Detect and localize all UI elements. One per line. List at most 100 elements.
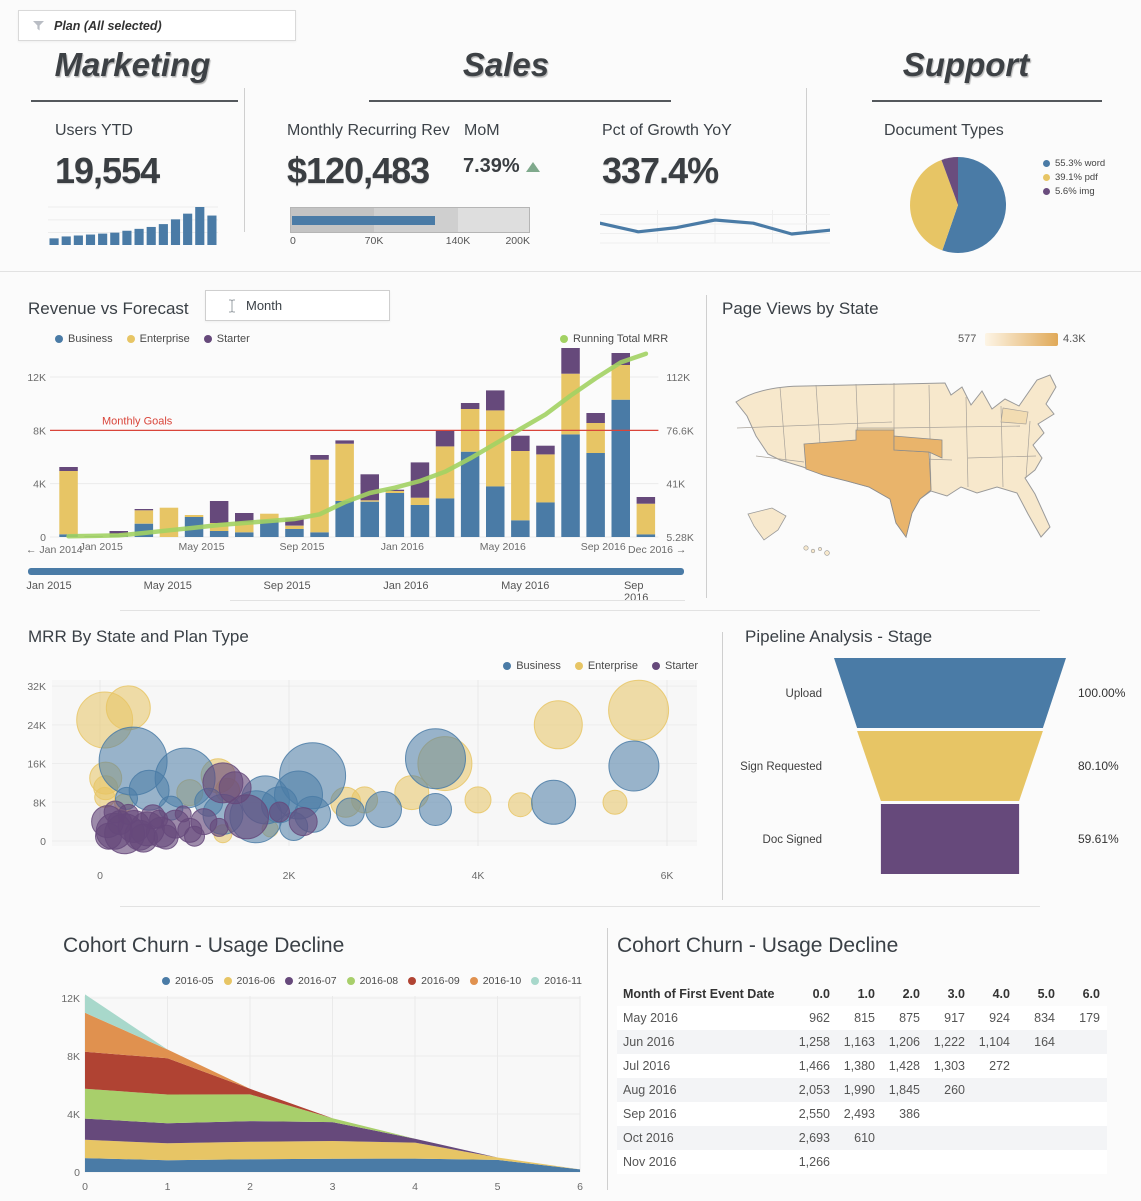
mrr-bubble-chart[interactable]: 32K 24K 16K 8K 0 0 2K 4K 6K <box>24 672 704 887</box>
legend-item[interactable]: Enterprise <box>574 660 638 672</box>
running-total-line <box>66 351 649 539</box>
cohort-area-chart[interactable]: 12K 8K 4K 00 1 2 3 4 5 6 <box>40 990 600 1195</box>
cohort-area-layer <box>85 1158 580 1172</box>
cohort-table-row: Sep 2016 2,550 2,493 386 <box>617 1102 1107 1126</box>
spark-bar <box>158 224 168 245</box>
revenue-bar-segment <box>536 454 555 503</box>
legend-item[interactable]: 39.1% pdf <box>1043 172 1105 183</box>
bubble <box>288 807 318 837</box>
revenue-bar-segment <box>486 410 505 487</box>
growth-line-sparkline[interactable] <box>600 205 830 245</box>
pipeline-funnel-chart[interactable]: Upload 100.00% Sign Requested 80.10% Doc Sig… <box>720 652 1141 892</box>
cohort-legend: 2016-05 2016-06 2016-07 2016-08 2016-09 2016-… <box>150 975 582 987</box>
legend-item[interactable]: 2016-05 <box>161 975 214 987</box>
revenue-bar-segment <box>611 365 630 400</box>
legend-dot <box>469 977 478 985</box>
legend-label: 2016-06 <box>236 975 276 987</box>
funnel-stage-label: Upload <box>786 688 822 700</box>
header-cell: 4.0 <box>992 987 1010 1001</box>
svg-text:5: 5 <box>495 1181 501 1193</box>
alaska[interactable] <box>747 507 787 541</box>
revenue-bar-segment <box>460 403 480 409</box>
users-ytd-bar-sparkline[interactable] <box>48 203 218 247</box>
svg-text:May 2016: May 2016 <box>480 541 526 553</box>
legend-item[interactable]: Running Total MRR <box>560 333 668 345</box>
legend-item[interactable]: Enterprise <box>126 333 190 345</box>
bubble <box>508 792 533 818</box>
revenue-bar-segment <box>310 455 329 460</box>
text-cursor-icon <box>229 299 235 312</box>
legend-item[interactable]: Starter <box>203 333 250 345</box>
cohort-area-layer <box>85 1118 580 1170</box>
section-title-support: Support <box>902 46 1030 83</box>
revenue-bar-segment <box>636 497 656 504</box>
bubble <box>419 793 452 826</box>
revenue-bar-segment <box>134 510 154 524</box>
legend-item[interactable]: Business <box>503 660 561 672</box>
legend-item[interactable]: 55.3% word <box>1043 158 1105 169</box>
legend-item[interactable]: Starter <box>651 660 698 672</box>
svg-text:6K: 6K <box>661 870 674 882</box>
month-filter[interactable]: Month <box>205 290 390 321</box>
table-cell: 917 <box>944 1011 965 1025</box>
svg-text:0: 0 <box>97 870 103 882</box>
spark-bar <box>134 228 144 245</box>
revenue-bar-segment <box>486 390 505 411</box>
document-types-pie-chart[interactable] <box>906 153 1016 257</box>
bubble <box>184 825 205 847</box>
legend-dot <box>223 977 232 985</box>
cohort-table-title: Cohort Churn - Usage Decline <box>617 934 899 957</box>
table-cell: 1,266 <box>798 1155 830 1169</box>
legend-item[interactable]: 2016-10 <box>469 975 521 987</box>
svg-text:0: 0 <box>40 532 46 544</box>
legend-label: 39.1% pdf <box>1055 172 1098 183</box>
revenue-bar-segment <box>109 531 128 535</box>
cohort-table-header: Month of First Event Date 0.0 1.0 2.0 3.0 4.… <box>617 982 1107 1006</box>
legend-item[interactable]: 2016-07 <box>285 975 337 987</box>
svg-text:3: 3 <box>330 1181 336 1193</box>
revenue-stacked-bar-chart[interactable]: 12K 112K 8K 76.6K 4K 41K 0 5.28K Monthly Goals Ja… <box>24 348 714 560</box>
chart-scrollbar[interactable] <box>28 568 684 575</box>
revenue-bar-segment <box>435 498 455 537</box>
revenue-bar-segment <box>235 522 254 533</box>
state-highlight-oklahoma[interactable] <box>893 435 943 459</box>
bubble <box>533 700 583 750</box>
plan-filter[interactable]: Plan (All selected) <box>18 10 296 41</box>
table-cell: 1,303 <box>933 1059 965 1073</box>
bubble <box>224 794 269 840</box>
legend-dot <box>161 977 170 985</box>
revenue-bar-segment <box>486 486 505 537</box>
state-shaded[interactable] <box>1000 407 1029 425</box>
legend-dot <box>651 662 660 670</box>
spark-bar <box>207 215 217 245</box>
legend-item[interactable]: Business <box>55 333 113 345</box>
svg-text:1: 1 <box>165 1181 171 1193</box>
running-total-legend[interactable]: Running Total MRR <box>560 333 668 345</box>
hawaii[interactable] <box>803 545 830 556</box>
svg-text:41K: 41K <box>666 479 685 491</box>
legend-item[interactable]: 2016-09 <box>408 975 460 987</box>
table-cell: 834 <box>1034 1011 1055 1025</box>
legend-dot <box>285 977 294 985</box>
legend-item[interactable]: 5.6% img <box>1043 186 1105 197</box>
revenue-bar-segment <box>586 423 605 453</box>
us-choropleth-map[interactable] <box>720 366 1115 571</box>
state-highlight-southwest[interactable] <box>803 429 932 538</box>
funnel-stage-percent: 100.00% <box>1078 686 1126 700</box>
spark-bar <box>85 234 96 245</box>
table-cell: 875 <box>899 1011 920 1025</box>
legend-item[interactable]: 2016-08 <box>346 975 398 987</box>
bubble <box>124 819 156 851</box>
svg-text:Jan 2015: Jan 2015 <box>80 541 123 553</box>
svg-text:4: 4 <box>412 1181 418 1193</box>
legend-item[interactable]: 2016-11 <box>531 975 582 987</box>
row-label: Aug 2016 <box>623 1083 677 1097</box>
revenue-bar-segment <box>209 531 229 537</box>
mrr-bullet-chart[interactable]: 0 70K 140K 200K <box>290 207 530 248</box>
goal-label: Monthly Goals <box>102 415 173 427</box>
funnel-stage-percent: 59.61% <box>1078 832 1119 846</box>
revenue-bar-segment <box>310 532 329 537</box>
row-label: Jun 2016 <box>623 1035 675 1049</box>
legend-item[interactable]: 2016-06 <box>223 975 276 987</box>
